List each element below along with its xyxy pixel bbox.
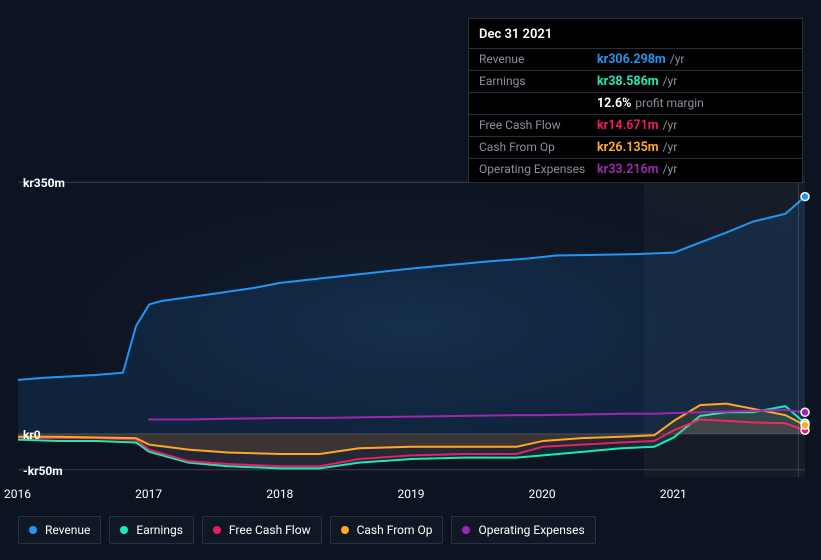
tooltip-row-label: Free Cash Flow	[479, 118, 597, 132]
tooltip-row-label: Revenue	[479, 52, 597, 66]
legend-item-revenue[interactable]: Revenue	[18, 516, 101, 544]
legend-swatch	[213, 526, 221, 534]
legend-label: Revenue	[45, 523, 90, 537]
tooltip-date: Dec 31 2021	[469, 25, 802, 48]
legend-label: Operating Expenses	[478, 523, 584, 537]
y-axis-label: kr350m	[23, 176, 65, 190]
tooltip-row-unit: /yr	[670, 52, 685, 66]
tooltip-row-value: kr26.135m	[597, 140, 659, 155]
x-axis-label: 2020	[529, 487, 556, 501]
tooltip-row: Free Cash Flowkr14.671m/yr	[469, 114, 802, 136]
tooltip-row-unit: /yr	[663, 74, 678, 88]
tooltip-row-label: Cash From Op	[479, 140, 597, 154]
legend-swatch	[341, 526, 349, 534]
legend-swatch	[29, 526, 37, 534]
legend-item-cash-from-op[interactable]: Cash From Op	[330, 516, 444, 544]
chart-tooltip: Dec 31 2021 Revenuekr306.298m/yrEarnings…	[468, 18, 803, 183]
tooltip-row-value: kr33.216m	[597, 162, 659, 177]
legend-label: Earnings	[136, 523, 183, 537]
tooltip-row-value: 12.6%	[597, 96, 631, 111]
x-axis-label: 2016	[4, 487, 31, 501]
x-axis-label: 2018	[266, 487, 293, 501]
tooltip-row-unit: /yr	[663, 162, 678, 176]
tooltip-row: Cash From Opkr26.135m/yr	[469, 136, 802, 158]
tooltip-row-value: kr14.671m	[597, 118, 659, 133]
tooltip-row-unit: profit margin	[635, 96, 703, 110]
legend-label: Cash From Op	[357, 523, 433, 537]
tooltip-row-value: kr306.298m	[597, 52, 666, 67]
tooltip-row-label: Earnings	[479, 74, 597, 88]
x-axis-label: 2019	[398, 487, 425, 501]
y-axis-label: -kr50m	[23, 464, 63, 478]
tooltip-row: Revenuekr306.298m/yr	[469, 48, 802, 70]
tooltip-row-value: kr38.586m	[597, 74, 659, 89]
legend-item-operating-expenses[interactable]: Operating Expenses	[451, 516, 595, 544]
tooltip-row-label: Operating Expenses	[479, 162, 597, 176]
tooltip-row-unit: /yr	[663, 140, 678, 154]
legend-item-free-cash-flow[interactable]: Free Cash Flow	[202, 516, 322, 544]
tooltip-row: Earningskr38.586m/yr	[469, 70, 802, 92]
chart-legend: Revenue Earnings Free Cash Flow Cash From O…	[18, 516, 596, 544]
legend-swatch	[120, 526, 128, 534]
y-axis-label: kr0	[23, 428, 41, 442]
x-axis-label: 2021	[660, 487, 687, 501]
tooltip-row: 12.6% profit margin	[469, 92, 802, 114]
tooltip-row-unit: /yr	[663, 118, 678, 132]
tooltip-row: Operating Expenseskr33.216m/yr	[469, 158, 802, 180]
legend-item-earnings[interactable]: Earnings	[109, 516, 194, 544]
x-axis-label: 2017	[135, 487, 162, 501]
legend-label: Free Cash Flow	[229, 523, 311, 537]
legend-swatch	[462, 526, 470, 534]
